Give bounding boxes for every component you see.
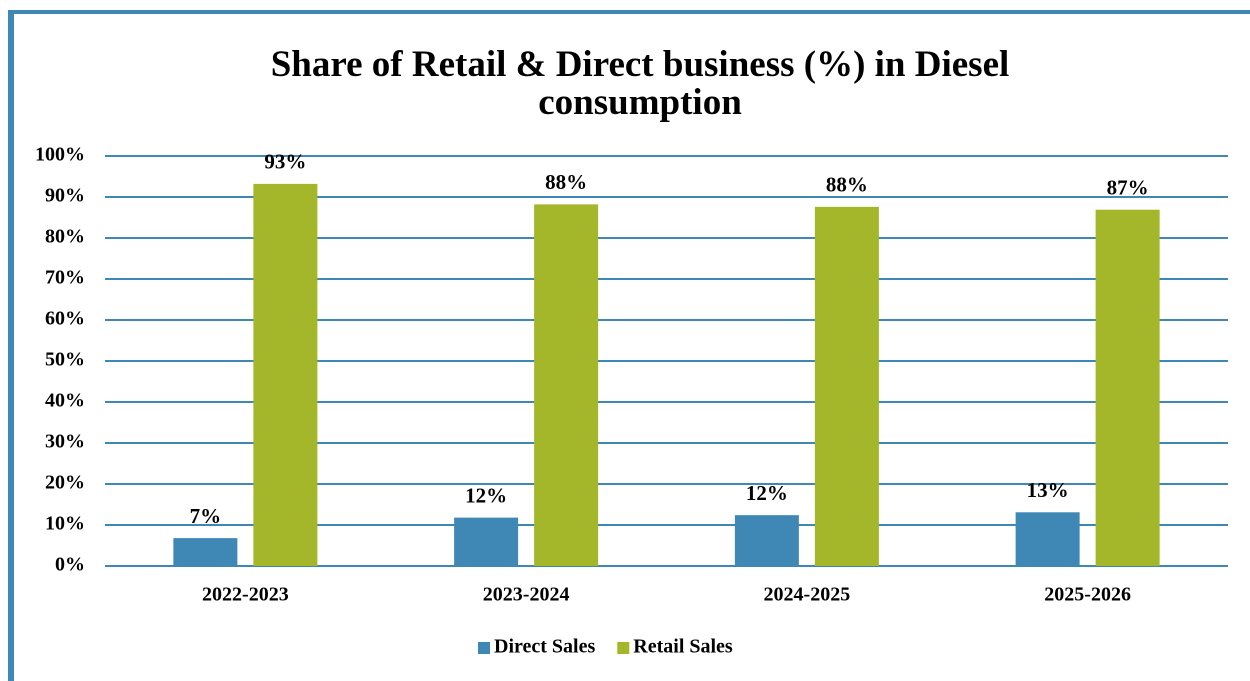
legend-swatch	[617, 642, 630, 654]
bar	[253, 183, 318, 566]
y-tick-label: 40%	[45, 390, 85, 412]
data-label: 13%	[1027, 478, 1069, 502]
y-tick-label: 70%	[45, 267, 85, 289]
legend-label: Retail Sales	[633, 636, 733, 658]
bar	[1015, 512, 1080, 566]
y-tick-label: 100%	[35, 144, 85, 166]
y-tick-label: 10%	[45, 513, 85, 535]
y-tick-label: 30%	[45, 431, 85, 453]
x-tick-label: 2022-2023	[202, 584, 289, 606]
y-tick-label: 90%	[45, 185, 85, 207]
data-label: 88%	[545, 170, 587, 194]
y-tick-label: 60%	[45, 308, 85, 330]
bar	[454, 517, 519, 566]
frame-top	[8, 10, 1250, 14]
bar	[534, 204, 599, 566]
bar	[1095, 209, 1160, 566]
bar	[814, 206, 879, 566]
x-tick-label: 2023-2024	[483, 584, 570, 606]
bar	[734, 515, 799, 566]
y-tick-label: 0%	[55, 554, 85, 576]
frame-left	[8, 10, 14, 681]
y-tick-label: 20%	[45, 472, 85, 494]
data-label: 93%	[264, 150, 306, 174]
bar	[173, 538, 238, 566]
data-label: 12%	[746, 481, 788, 505]
chart-title: Share of Retail & Direct business (%) in…	[270, 44, 1010, 123]
data-label: 7%	[190, 504, 222, 528]
x-tick-label: 2025-2026	[1044, 584, 1131, 606]
x-tick-label: 2024-2025	[764, 584, 851, 606]
legend-swatch	[478, 642, 490, 654]
data-label: 88%	[826, 173, 868, 197]
data-label: 12%	[465, 483, 507, 507]
y-tick-label: 80%	[45, 226, 85, 248]
y-tick-label: 50%	[45, 349, 85, 371]
data-label: 87%	[1107, 176, 1149, 200]
legend-label: Direct Sales	[494, 636, 595, 658]
